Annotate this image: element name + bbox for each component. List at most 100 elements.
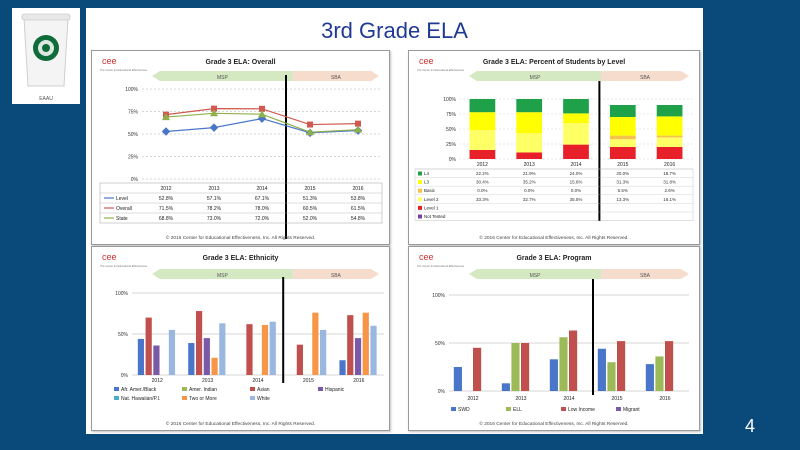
msp-banner xyxy=(469,71,601,81)
sba-label: SBA xyxy=(640,273,651,279)
msp-banner xyxy=(152,71,293,81)
legend-swatch xyxy=(114,387,119,391)
data-label: 51.3% xyxy=(303,196,318,202)
data-label: 5.5% xyxy=(618,188,628,193)
legend-label: Amer. Indian xyxy=(189,387,217,393)
footer: © 2016 Center for Educational Effectiven… xyxy=(479,234,628,241)
overall-panel: cee The Center for Educational Effectiven… xyxy=(91,50,390,245)
legend-swatch xyxy=(561,407,566,411)
coffee-cup-image: EAAU xyxy=(12,8,80,104)
footer: © 2016 Center for Educational Effectiven… xyxy=(166,234,315,241)
stack-segment xyxy=(516,99,543,113)
overall-chart: cee The Center for Educational Effectiven… xyxy=(99,56,383,241)
bar xyxy=(211,357,218,375)
ethnicity-chart: cee The Center for Educational Effectiven… xyxy=(100,252,384,427)
overall-point xyxy=(355,120,361,127)
data-label: 32.7% xyxy=(523,197,536,202)
bar xyxy=(569,330,578,391)
legend-swatch xyxy=(250,387,255,391)
legend-swatch xyxy=(250,396,255,400)
cup-caption: EAAU xyxy=(39,96,53,102)
x-tick-label: 2015 xyxy=(617,162,628,168)
data-label: 31.8% xyxy=(663,180,676,185)
bar xyxy=(195,311,203,375)
bar xyxy=(597,348,606,391)
y-tick-label: 50% xyxy=(118,332,129,338)
bar xyxy=(559,337,568,391)
y-tick-label: 75% xyxy=(128,110,139,116)
state-point xyxy=(162,113,170,121)
legend-label: Nat. Hawaiian/P.I. xyxy=(121,396,160,402)
data-label: 53.8% xyxy=(351,196,366,202)
sba-label: SBA xyxy=(640,75,651,81)
data-label: 22.2% xyxy=(476,171,489,176)
data-label: 24.0% xyxy=(570,171,583,176)
data-label: 52.0% xyxy=(303,216,318,222)
data-label: 16.1% xyxy=(663,197,676,202)
stack-segment xyxy=(563,144,589,159)
program-panel: cee The Center for Educational Effectiven… xyxy=(408,246,700,431)
y-tick-label: 100% xyxy=(432,293,445,299)
data-label: 61.5% xyxy=(351,206,366,212)
bar xyxy=(320,329,327,375)
x-tick-label: 2013 xyxy=(524,162,535,168)
data-label: 0.0% xyxy=(524,188,534,193)
legend-label: White xyxy=(257,396,270,402)
data-label: 13.3% xyxy=(616,197,629,202)
bar xyxy=(347,315,354,375)
state-point xyxy=(354,125,362,133)
sba-banner xyxy=(292,71,379,81)
bar xyxy=(511,343,520,391)
stack-segment xyxy=(609,117,636,136)
footer: © 2016 Center for Educational Effectiven… xyxy=(479,420,628,427)
y-tick-label: 0% xyxy=(121,373,129,379)
data-label: 0.0% xyxy=(571,188,581,193)
y-tick-label: 50% xyxy=(128,132,139,138)
sba-label: SBA xyxy=(331,75,342,81)
legend-swatch xyxy=(318,387,323,391)
x-tick-label: 2015 xyxy=(304,186,315,192)
sba-banner xyxy=(292,269,379,279)
data-label: 0.0% xyxy=(477,188,487,193)
bar xyxy=(521,343,530,391)
state-point xyxy=(306,128,314,136)
data-label: 18.7% xyxy=(663,171,676,176)
state-point xyxy=(258,110,266,118)
legend-label: Low Income xyxy=(568,407,595,413)
ethnicity-panel: cee The Center for Educational Effectiven… xyxy=(91,246,390,431)
legend-label: L4 xyxy=(424,171,430,176)
data-label: 68.8% xyxy=(159,216,174,222)
legend-label: ELL xyxy=(513,407,522,413)
x-tick-label: 2014 xyxy=(563,396,574,402)
bar xyxy=(296,344,303,375)
y-tick-label: 25% xyxy=(446,142,457,148)
y-tick-label: 100% xyxy=(125,87,138,93)
x-tick-label: 2014 xyxy=(252,378,263,384)
data-label: 20.0% xyxy=(616,171,629,176)
levels-chart: cee The Center for Educational Effectiven… xyxy=(414,56,694,241)
msp-banner xyxy=(469,269,601,279)
y-tick-label: 100% xyxy=(115,291,128,297)
panel-title: Grade 3 ELA: Overall xyxy=(205,59,275,66)
legend-label: Overall xyxy=(116,206,132,212)
legend-swatch xyxy=(418,214,422,219)
x-tick-label: 2014 xyxy=(256,186,267,192)
logo-tagline: The Center for Educational Effectiveness xyxy=(100,264,148,268)
legend-label: Two or More xyxy=(189,396,217,402)
bar xyxy=(549,359,558,391)
stack-segment xyxy=(469,112,496,131)
legend-label: L3 xyxy=(424,180,430,185)
logo-tagline: The Center for Educational Effectiveness xyxy=(417,68,465,72)
msp-label: MSP xyxy=(217,273,229,279)
panel-title: Grade 3 ELA: Program xyxy=(516,255,591,262)
y-tick-label: 0% xyxy=(131,177,139,183)
y-tick-label: 50% xyxy=(446,127,457,133)
x-tick-label: 2013 xyxy=(515,396,526,402)
slide: 3rd Grade ELA cee The Center for Educatio… xyxy=(86,8,703,434)
legend-label: State xyxy=(116,216,128,222)
legend-swatch xyxy=(182,396,187,400)
stack-segment xyxy=(656,147,683,159)
data-label: 15.6% xyxy=(570,180,583,185)
legend-swatch xyxy=(418,188,422,193)
logo-tagline: The Center for Educational Effectiveness xyxy=(100,68,148,72)
